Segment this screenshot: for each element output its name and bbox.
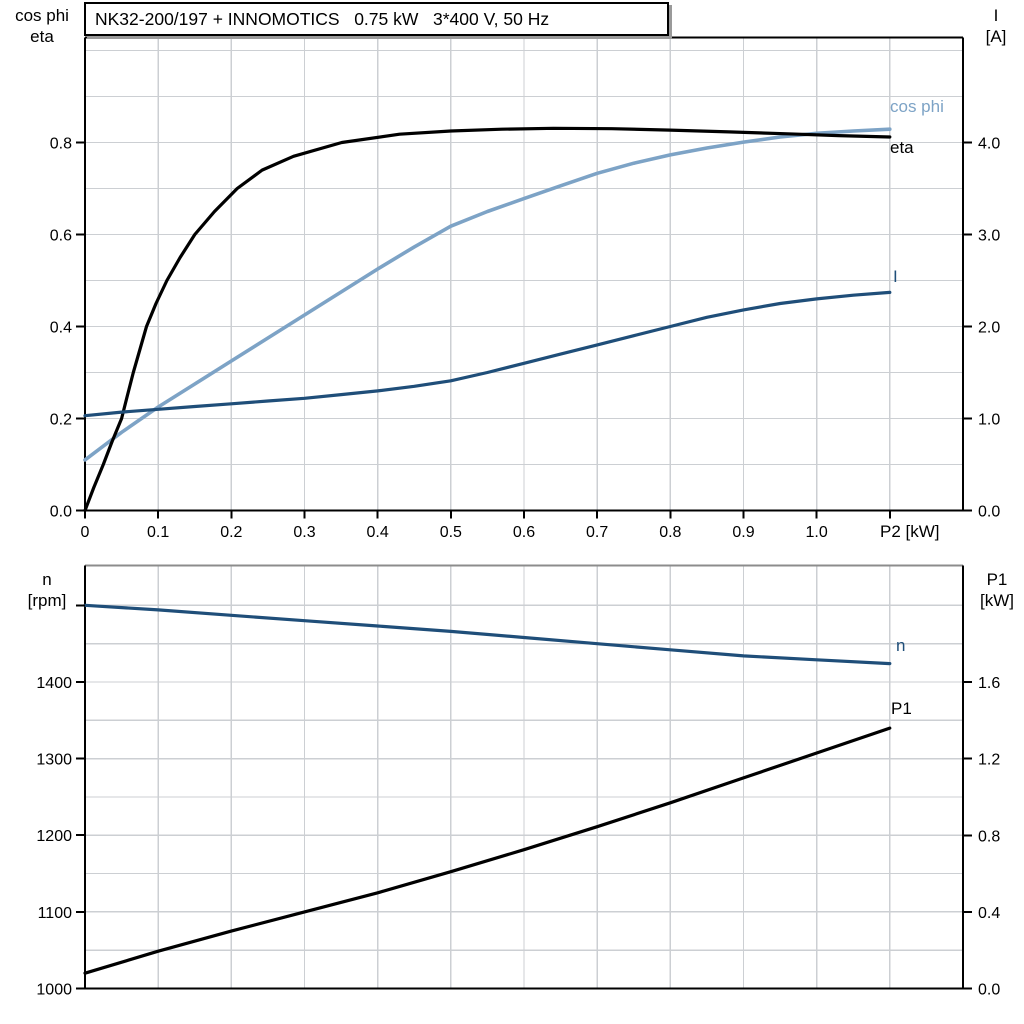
tick-label-right: 0.8: [978, 828, 1000, 845]
tick-label-right: 1.2: [978, 752, 1000, 769]
axis-header-left: n: [42, 570, 51, 589]
curve-label-p1: P1: [891, 699, 912, 718]
curve-eta: [83, 126, 892, 513]
ticks-bottom: [76, 604, 972, 990]
tick-label-right: 3.0: [978, 227, 1000, 244]
grid-top: [85, 37, 963, 511]
axis-header-right: P1: [987, 570, 1008, 589]
chart-top: 0.0 0.2 0.4 0.6 0.8 0.0 1.0 2.0 3.0 4.0 0 0.1 0.2 0.3…: [15, 6, 1006, 541]
tick-label-x: 0: [81, 524, 90, 541]
tick-label-left: 0.6: [50, 228, 72, 245]
tick-label-x: 0.8: [659, 524, 681, 541]
axis-header-right: [A]: [986, 27, 1007, 46]
curve-cos-phi: [83, 127, 892, 462]
tick-label-right: 2.0: [978, 319, 1000, 336]
curve-label-n: n: [896, 636, 905, 655]
curve-label-cos-phi: cos phi: [890, 97, 944, 116]
curve-p1: [83, 726, 892, 975]
tick-label-x: 0.9: [732, 524, 754, 541]
tick-label-right: 0.4: [978, 905, 1000, 922]
tick-label-x: 0.2: [220, 524, 242, 541]
tick-label-x: 0.1: [147, 524, 169, 541]
ticks-top: [76, 141, 972, 519]
tick-label-left: 1300: [36, 752, 72, 769]
tick-label-x: 0.5: [440, 524, 462, 541]
axis-header-left: eta: [30, 27, 54, 46]
tick-label-left: 1000: [36, 982, 72, 999]
tick-label-left: 0.8: [50, 136, 72, 153]
grid-bottom: [85, 565, 963, 989]
plot-frame-bottom: [84, 564, 964, 990]
curve-label-eta: eta: [890, 138, 914, 157]
tick-label-left: 1100: [38, 905, 73, 922]
tick-label-right: 1.0: [978, 411, 1000, 428]
tick-label-x: 0.7: [586, 524, 608, 541]
tick-label-left: 0.2: [50, 412, 72, 429]
tick-label-x: 0.4: [367, 524, 389, 541]
axis-label-x: P2 [kW]: [880, 522, 940, 541]
tick-label-right: 0.0: [978, 982, 1000, 999]
tick-label-x: 0.6: [513, 524, 535, 541]
chart-bottom: 1000 1100 1200 1300 1400 0.0 0.4 0.8 1.2 1.6 n [rpm…: [28, 564, 1014, 999]
tick-label-left: 1400: [36, 675, 72, 692]
curve-i: [83, 290, 892, 418]
curve-label-i: I: [893, 267, 898, 286]
chart-title-box: NK32-200/197 + INNOMOTICS 0.75 kW 3*400 …: [84, 2, 669, 36]
tick-label-x: 1.0: [806, 524, 828, 541]
curve-n: [83, 603, 892, 666]
tick-label-left: 0.4: [50, 320, 72, 337]
tick-label-left: 1200: [36, 828, 72, 845]
tick-label-right: 4.0: [978, 135, 1000, 152]
axis-header-left: [rpm]: [28, 591, 67, 610]
axis-header-left: cos phi: [15, 6, 69, 25]
chart-title: NK32-200/197 + INNOMOTICS 0.75 kW 3*400 …: [95, 8, 550, 29]
tick-label-right: 1.6: [978, 675, 1000, 692]
axis-header-right: [kW]: [980, 591, 1014, 610]
axis-header-right: I: [994, 6, 999, 25]
tick-label-right: 0.0: [978, 504, 1000, 521]
tick-label-x: 0.3: [293, 524, 315, 541]
tick-label-left: 0.0: [50, 504, 72, 521]
